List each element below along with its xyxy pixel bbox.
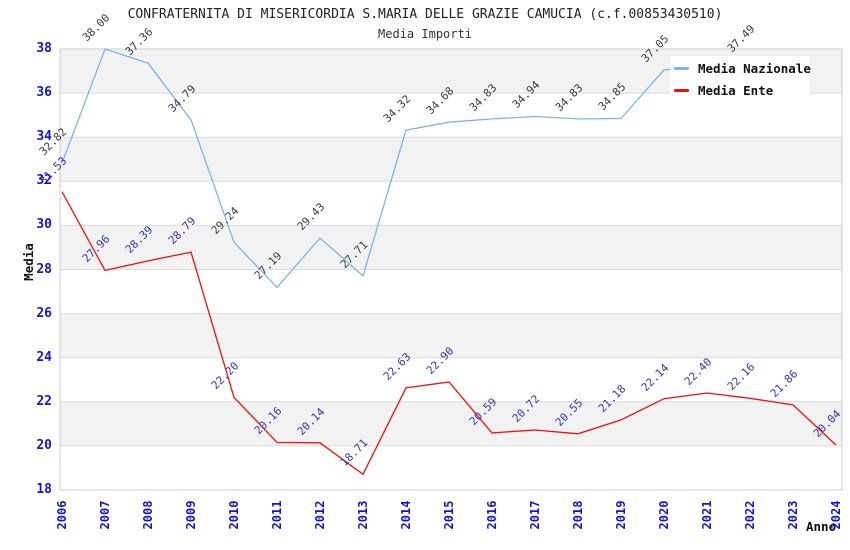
- media-nazionale-line-swatch: [674, 66, 689, 70]
- x-tick-label: 2022: [743, 500, 757, 530]
- x-tick-label: 2007: [98, 500, 112, 530]
- media-ente-line-swatch: [674, 88, 689, 92]
- x-tick-label: 2018: [571, 500, 585, 530]
- y-tick-label: 38: [36, 41, 52, 56]
- chart-subtitle: Media Importi: [378, 27, 472, 41]
- plot-band: [60, 401, 842, 446]
- x-tick-label: 2024: [829, 500, 843, 530]
- x-tick-label: 2021: [700, 500, 714, 530]
- x-tick-label: 2006: [55, 500, 69, 530]
- y-tick-label: 34: [36, 129, 52, 145]
- y-tick-label: 32: [36, 173, 52, 189]
- legend-item-media-nazionale: Media Nazionale: [674, 60, 811, 76]
- x-tick-label: 2008: [141, 500, 155, 530]
- x-tick-label: 2020: [657, 500, 671, 530]
- plot-border: [59, 48, 843, 491]
- y-tick-label: 26: [36, 305, 52, 321]
- x-tick-label: 2013: [356, 500, 370, 530]
- x-tick-label: 2023: [786, 500, 800, 530]
- y-tick-label: 36: [36, 85, 52, 101]
- x-tick-label: 2010: [227, 500, 241, 530]
- y-tick-label: 30: [36, 217, 52, 233]
- plot-band: [60, 313, 842, 358]
- plot-band: [60, 137, 842, 182]
- x-tick-label: 2009: [184, 500, 198, 530]
- y-tick-label: 20: [36, 437, 52, 453]
- x-tick-label: 2012: [313, 500, 327, 530]
- x-tick-label: 2014: [399, 500, 413, 530]
- y-tick-label: 24: [36, 349, 52, 365]
- x-tick-label: 2019: [614, 500, 628, 530]
- x-tick-label: 2016: [485, 500, 499, 530]
- chart-title: CONFRATERNITA DI MISERICORDIA S.MARIA DE…: [127, 7, 723, 22]
- plot-band: [60, 225, 842, 270]
- x-tick-label: 2015: [442, 500, 456, 530]
- legend-item-media-ente: Media Ente: [674, 83, 810, 98]
- legend-label-media-nazionale: Media Nazionale: [698, 60, 811, 76]
- y-tick-label: 18: [36, 482, 52, 497]
- x-tick-label: 2011: [270, 500, 284, 530]
- legend: Media Nazionale Media Ente: [670, 56, 811, 102]
- x-tick-label: 2017: [528, 500, 542, 530]
- media-nazionale-line: [61, 48, 751, 289]
- y-tick-label: 28: [36, 261, 52, 277]
- media-ente-line: [61, 191, 837, 476]
- y-tick-label: 22: [36, 393, 52, 409]
- legend-label-media-ente: Media Ente: [698, 82, 774, 98]
- x-axis-title: Anno: [806, 519, 837, 534]
